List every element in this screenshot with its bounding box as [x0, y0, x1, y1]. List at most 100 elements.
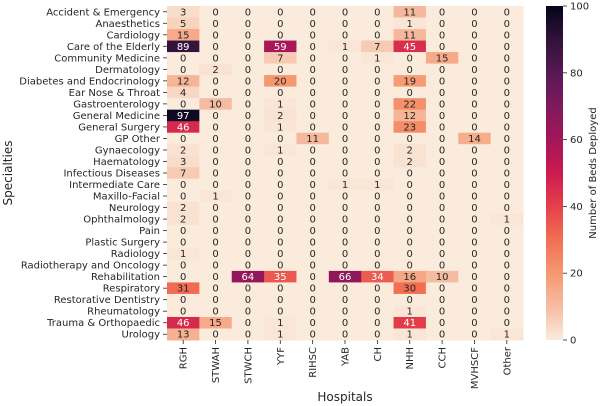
heatmap-cell: [490, 270, 524, 283]
y-tick-label: Gynaecology: [95, 145, 160, 156]
heatmap-cell: [296, 236, 330, 249]
heatmap-cell: [458, 40, 492, 53]
cell-value-label: 0: [471, 99, 477, 110]
cell-value-label: 0: [309, 238, 315, 249]
cell-value-label: 0: [277, 134, 283, 145]
heatmap-cell: [328, 155, 362, 168]
x-tick-label: RGH: [179, 347, 190, 369]
heatmap-cell: [425, 63, 459, 76]
heatmap-cell: [361, 236, 395, 249]
heatmap-cell: [425, 247, 459, 260]
cell-value-label: 0: [277, 295, 283, 306]
heatmap-cell: [393, 178, 427, 191]
y-tick-label: Dermatology: [95, 65, 160, 76]
heatmap-cell: [167, 236, 200, 249]
heatmap-cell: [393, 259, 427, 272]
heatmap-cell: [425, 224, 459, 237]
heatmap-cell: [361, 224, 395, 237]
heatmap-cell: [167, 155, 200, 168]
y-tick-label: Haematology: [93, 157, 160, 168]
heatmap-cell: [361, 86, 395, 99]
heatmap-cell: [167, 6, 200, 19]
heatmap-cell: [167, 167, 200, 180]
heatmap-cell: [458, 144, 492, 157]
cell-value-label: 4: [180, 88, 186, 99]
cell-value-label: 0: [439, 180, 445, 191]
cell-value-label: 0: [504, 99, 510, 110]
cell-value-label: 0: [212, 19, 218, 30]
heatmap-cell: [490, 109, 524, 122]
cell-value-label: 0: [309, 307, 315, 318]
colorbar-tick-label: 80: [570, 68, 583, 79]
heatmap-cell: [490, 190, 524, 203]
cell-value-label: 0: [309, 157, 315, 168]
cell-value-label: 0: [471, 76, 477, 87]
heatmap-cell: [231, 63, 265, 76]
cell-value-label: 0: [180, 307, 186, 318]
heatmap-cell: [425, 144, 459, 157]
heatmap-cell: [328, 328, 362, 341]
cell-value-label: 0: [407, 180, 413, 191]
cell-value-label: 0: [245, 30, 251, 41]
cell-value-label: 0: [245, 215, 251, 226]
cell-value-label: 0: [180, 192, 186, 203]
y-tick-label: Gastroenterology: [73, 99, 160, 110]
cell-value-label: 0: [212, 122, 218, 133]
heatmap-cell: [490, 293, 524, 306]
heatmap-cell: [296, 155, 330, 168]
heatmap-cell: [199, 236, 233, 249]
cell-value-label: 0: [471, 284, 477, 295]
heatmap-cell: [264, 328, 297, 341]
cell-value-label: 0: [471, 295, 477, 306]
heatmap-cell: [458, 167, 492, 180]
heatmap-cell: [361, 75, 395, 88]
heatmap-cell: [458, 17, 492, 30]
heatmap-cell: [167, 98, 200, 111]
heatmap-cell: [328, 259, 362, 272]
cell-value-label: 35: [274, 272, 287, 283]
cell-value-label: 0: [245, 145, 251, 156]
colorbar-tick-label: 100: [570, 2, 589, 13]
y-tick-label: Ear Nose & Throat: [69, 88, 160, 99]
cell-value-label: 0: [309, 192, 315, 203]
cell-value-label: 1: [277, 145, 283, 156]
cell-value-label: 2: [180, 145, 186, 156]
cell-value-label: 0: [374, 284, 380, 295]
cell-value-label: 0: [504, 307, 510, 318]
heatmap-cell: [167, 270, 200, 283]
heatmap-cell: [231, 98, 265, 111]
cell-value-label: 0: [277, 88, 283, 99]
heatmap-cell: [490, 86, 524, 99]
heatmap-cell: [490, 63, 524, 76]
heatmap-cell: [296, 75, 330, 88]
cell-value-label: 0: [309, 180, 315, 191]
heatmap-cell: [231, 213, 265, 226]
cell-value-label: 0: [504, 169, 510, 180]
heatmap-cell: [199, 270, 233, 283]
cell-value-label: 0: [439, 238, 445, 249]
x-tick-label: YYF: [276, 347, 287, 366]
cell-value-label: 0: [277, 180, 283, 191]
heatmap-cell: [328, 144, 362, 157]
heatmap-cell: [425, 6, 459, 19]
heatmap-cell: [361, 259, 395, 272]
heatmap-cell: [167, 52, 200, 65]
cell-value-label: 0: [471, 53, 477, 64]
colorbar-tick-label: 20: [570, 269, 583, 280]
cell-value-label: 2: [407, 145, 413, 156]
cell-value-label: 0: [504, 76, 510, 87]
cell-value-label: 0: [471, 157, 477, 168]
cell-value-label: 0: [439, 307, 445, 318]
cell-value-label: 0: [342, 76, 348, 87]
heatmap-cell: [199, 86, 233, 99]
cell-value-label: 0: [504, 226, 510, 237]
heatmap-cell-labels: 3 0 0 0 0 0 0 11 0 0 05 0 0 0 0 0 0 1 0 0 015 0 0 0 0 0 0 11 0 0 089 0 0…: [177, 7, 510, 340]
heatmap-cell: [393, 86, 427, 99]
cell-value-label: 0: [439, 65, 445, 76]
cell-value-label: 0: [504, 122, 510, 133]
y-tick-label: Accident & Emergency: [46, 7, 160, 18]
cell-value-label: 0: [245, 295, 251, 306]
heatmap-cell: [167, 247, 200, 260]
heatmap-cell: [231, 201, 265, 214]
cell-value-label: 0: [245, 19, 251, 30]
